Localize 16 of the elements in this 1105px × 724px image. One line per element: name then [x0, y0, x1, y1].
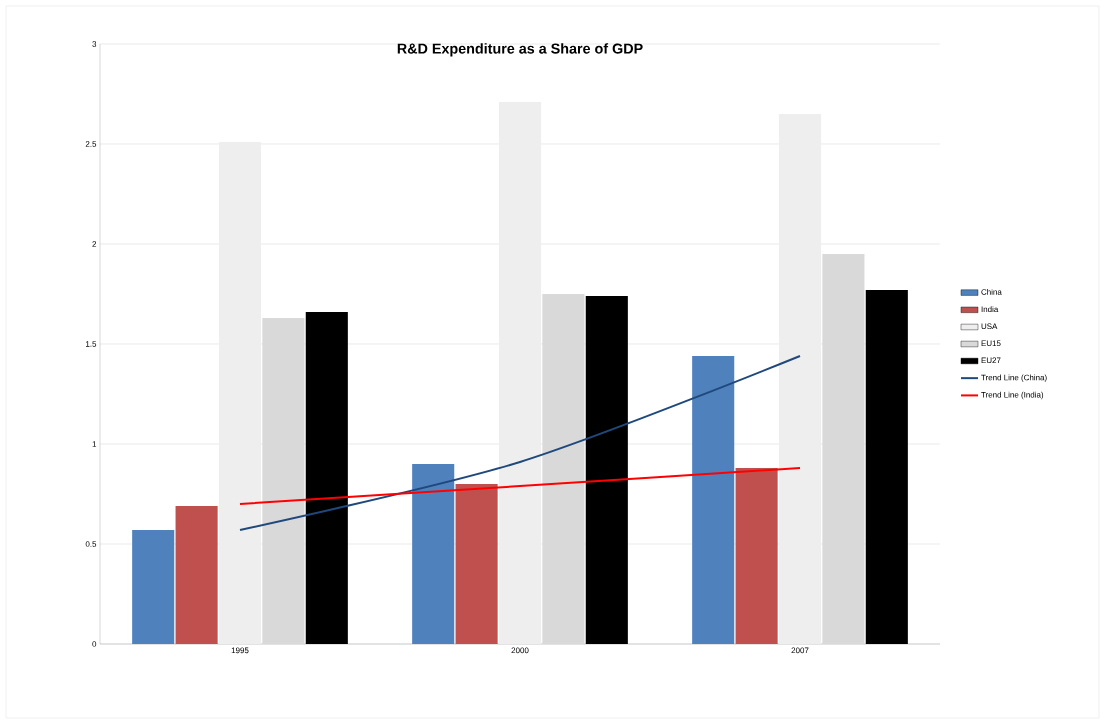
chart-title: R&D Expenditure as a Share of GDP: [397, 43, 643, 57]
bar: [585, 296, 628, 644]
bar: [175, 506, 218, 644]
bar: [412, 464, 455, 644]
bar: [542, 294, 585, 644]
bar: [218, 142, 262, 644]
bar: [692, 356, 735, 644]
bar: [305, 312, 348, 644]
bar: [455, 484, 498, 644]
bar: [778, 114, 822, 644]
bar: [132, 530, 175, 644]
bar: [498, 102, 542, 644]
bar: [262, 318, 305, 644]
bar: [822, 254, 865, 644]
bar: [865, 290, 908, 644]
bar: [735, 468, 778, 644]
